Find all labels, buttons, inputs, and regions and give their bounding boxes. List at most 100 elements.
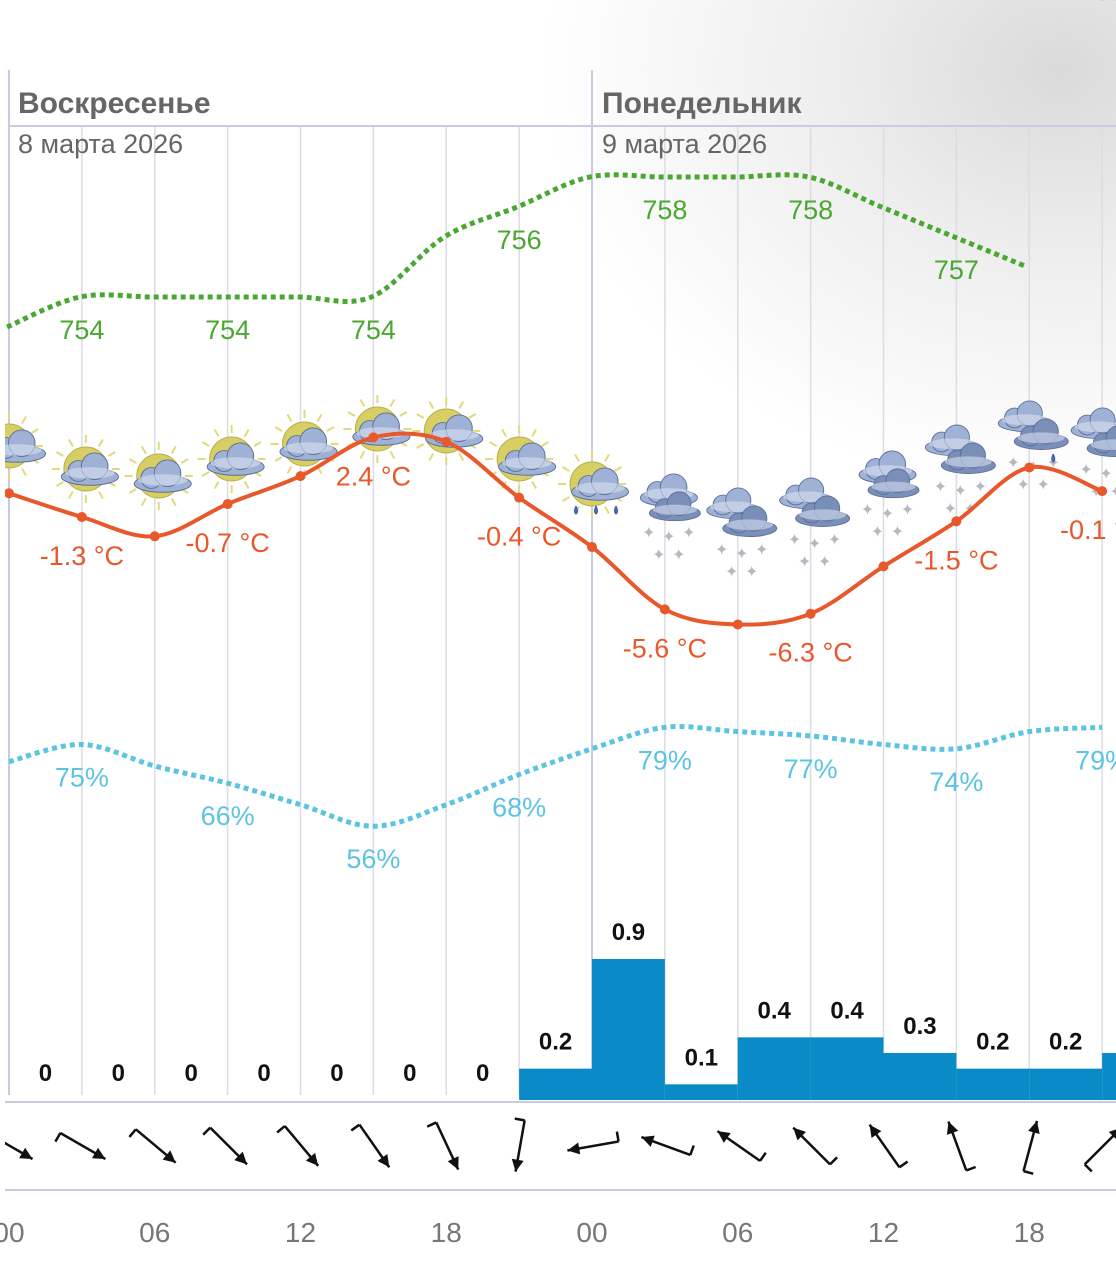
snowflake: ✦ bbox=[755, 540, 768, 559]
snowflake: ✦ bbox=[1109, 482, 1116, 501]
snowflake: ✦ bbox=[828, 530, 841, 549]
overcast-snow-icon: ✦ ✦ ✦✦ ✦ bbox=[924, 424, 996, 518]
sun-ray bbox=[416, 413, 425, 419]
precipitation-bar bbox=[1029, 1068, 1103, 1100]
cloud-shape bbox=[867, 468, 920, 499]
wind-arrow-head bbox=[234, 1151, 248, 1165]
cloudy-sun-icon bbox=[5, 412, 46, 480]
sun-ray bbox=[604, 506, 610, 514]
wind-arrow-head bbox=[869, 1124, 882, 1138]
wind-arrow bbox=[128, 1128, 177, 1164]
x-tick-label: 00 bbox=[0, 1217, 25, 1248]
temperature-point bbox=[222, 499, 233, 510]
temperature-point bbox=[295, 471, 306, 482]
temperature-point bbox=[441, 436, 452, 447]
sun-ray bbox=[140, 498, 147, 506]
wind-arrow-barb bbox=[54, 1132, 62, 1143]
partly-cloudy-sun-icon bbox=[124, 442, 193, 510]
sun-ray bbox=[128, 488, 137, 494]
wind-arrow-barb bbox=[202, 1126, 212, 1136]
sun-ray bbox=[531, 429, 537, 437]
wind-arrow-barb bbox=[615, 1131, 620, 1142]
sun-ray bbox=[489, 441, 498, 447]
sun-ray bbox=[98, 491, 104, 499]
wind-arrow-barb bbox=[898, 1160, 909, 1169]
temperature-label: -6.3 °C bbox=[768, 638, 852, 668]
temperature-point bbox=[1024, 462, 1035, 473]
x-tick-label: 00 bbox=[576, 1217, 607, 1248]
snowflake: ✦ bbox=[662, 527, 675, 546]
temperature-point bbox=[514, 492, 525, 503]
sun-ray bbox=[531, 481, 537, 489]
sun-ray bbox=[458, 453, 465, 461]
snowflake: ✦ bbox=[808, 534, 821, 553]
snowflake: ✦ bbox=[1017, 475, 1030, 494]
cloud-highlight bbox=[5, 444, 42, 456]
snowflake: ✦ bbox=[735, 544, 748, 563]
cloudy-sun-light-rain-icon bbox=[558, 450, 629, 518]
precipitation-bar bbox=[956, 1068, 1030, 1100]
temperature-label: -5.6 °C bbox=[623, 633, 707, 663]
sun-ray bbox=[68, 491, 74, 499]
wind-arrow bbox=[54, 1131, 107, 1161]
temperature-label: -0.1 °C bbox=[1060, 515, 1116, 545]
sun-ray bbox=[614, 466, 622, 472]
snowflake: ✦ bbox=[715, 540, 728, 559]
temperature-label: -0.7 °C bbox=[185, 528, 269, 558]
sun-ray bbox=[316, 414, 323, 422]
temperature-point bbox=[951, 516, 962, 527]
temperature-label: -1.3 °C bbox=[40, 541, 124, 571]
wind-arrow-head bbox=[511, 1158, 524, 1172]
snowflake: ✦ bbox=[934, 477, 947, 496]
day-header-monday: Понедельник 9 марта 2026 bbox=[591, 70, 1116, 1095]
cloud-shape bbox=[648, 491, 701, 522]
snowflake: ✦ bbox=[798, 552, 811, 571]
snowflake: ✦ bbox=[901, 500, 914, 519]
temperature-series: -1.3 °C -0.7 °C 2.4 °C -0.4 °C -5.6 °C -6.3 °… bbox=[5, 431, 1116, 668]
precipitation-bar bbox=[883, 1053, 957, 1100]
wind-arrow-barb bbox=[689, 1145, 695, 1156]
wind-arrow-head bbox=[91, 1147, 106, 1159]
sun-ray bbox=[21, 416, 27, 424]
x-tick-label: 12 bbox=[868, 1217, 899, 1248]
precipitation-label: 0 bbox=[185, 1060, 198, 1087]
sun-ray bbox=[201, 441, 210, 447]
cloud-highlight bbox=[1074, 421, 1116, 433]
x-tick-label: 06 bbox=[722, 1217, 753, 1248]
pressure-label: 757 bbox=[934, 255, 979, 285]
sun-ray bbox=[21, 468, 27, 476]
partly-cloudy-sun-icon bbox=[197, 425, 266, 493]
precipitation-bar bbox=[810, 1037, 884, 1100]
precipitation-label: 0.2 bbox=[976, 1029, 1009, 1056]
snowflake: ✦ bbox=[891, 522, 904, 541]
wind-arrow-head bbox=[1108, 1129, 1116, 1140]
wind-arrow bbox=[1022, 1120, 1040, 1175]
sun-ray bbox=[562, 466, 570, 472]
humidity-label: 75% bbox=[55, 763, 109, 793]
sun-ray bbox=[604, 454, 610, 462]
sun-ray bbox=[286, 466, 293, 474]
snowflake: ✦ bbox=[788, 530, 801, 549]
cloud-shape bbox=[206, 442, 265, 476]
cloudy-sun-icon bbox=[412, 397, 484, 465]
humidity-label: 66% bbox=[201, 801, 255, 831]
sun-ray bbox=[359, 399, 366, 407]
temperature-point bbox=[659, 604, 670, 615]
precipitation-label: 0 bbox=[330, 1060, 343, 1087]
sun-ray bbox=[389, 451, 396, 459]
cloud-shape bbox=[60, 452, 119, 486]
precipitation-bar bbox=[664, 1084, 738, 1100]
sun-ray bbox=[428, 453, 435, 461]
snowflake: ✦ bbox=[725, 562, 738, 581]
sun-ray bbox=[170, 446, 177, 454]
raindrop bbox=[594, 505, 598, 515]
precipitation-label: 0 bbox=[403, 1060, 416, 1087]
snowflake: ✦ bbox=[944, 499, 957, 518]
x-axis-ticks: 00 06 12 18 00 06 12 18 bbox=[0, 1217, 1045, 1248]
wind-arrow-head bbox=[717, 1131, 731, 1143]
precipitation-label: 0.4 bbox=[758, 997, 792, 1024]
wind-arrow bbox=[567, 1131, 620, 1155]
sun-ray bbox=[243, 481, 250, 489]
sun-ray bbox=[326, 426, 335, 432]
sun-ray bbox=[574, 454, 580, 462]
